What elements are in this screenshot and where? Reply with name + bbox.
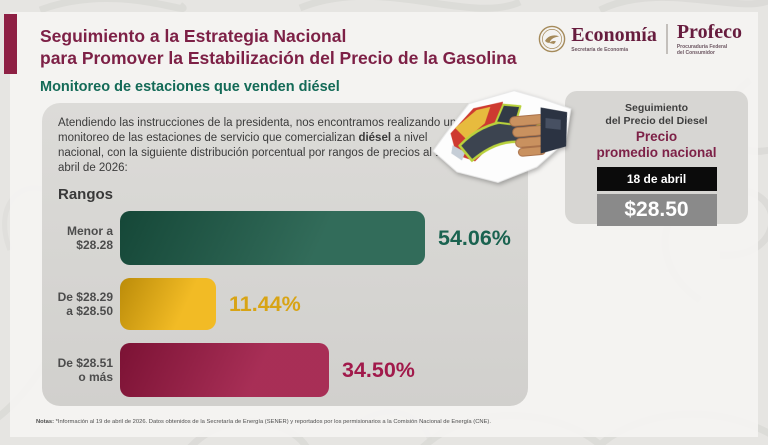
average-price-badge: $28.50 — [596, 194, 717, 226]
mexico-seal-icon — [538, 25, 566, 53]
price-sidebar: Seguimiento del Precio del Diesel Precio… — [565, 91, 748, 226]
page-title-line2: para Promover la Estabilización del Prec… — [40, 47, 517, 68]
profeco-wordmark: Profeco — [676, 21, 742, 43]
economia-logo: Economía Secretaría de Economía — [538, 25, 657, 53]
profeco-subtitle: Procuraduría Federal del Consumidor — [676, 44, 728, 56]
bar-label: Menor a $28.28 — [66, 224, 113, 252]
header-logos: Economía Secretaría de Economía Profeco … — [538, 22, 742, 56]
footnote: Notas: *Información al 19 de abril de 20… — [36, 419, 491, 425]
bar-row-2829-2850: De $28.29 a $28.50 11.44% — [42, 278, 528, 330]
sidebar-subheading: Precio promedio nacional — [596, 129, 717, 160]
profeco-logo: Profeco Procuraduría Federal del Consumi… — [677, 22, 742, 56]
logo-divider — [665, 24, 668, 54]
page-title-line1: Seguimiento a la Estrategia Nacional — [40, 26, 347, 46]
bar-chart: Menor a $28.28 54.06% De $28.29 a $28.50… — [42, 211, 528, 397]
intro-paragraph: Atendiendo las instrucciones de la presi… — [58, 117, 464, 174]
economia-wordmark: Economía — [571, 24, 657, 46]
bar-value: 54.06% — [438, 225, 511, 250]
bar-label: De $28.29 a $28.50 — [57, 290, 113, 318]
bar-row-menor-2828: Menor a $28.28 54.06% — [42, 211, 528, 265]
bar-yellow — [120, 278, 216, 330]
title-accent-bar — [4, 14, 17, 74]
bar-maroon — [120, 343, 329, 397]
bar-row-2851-omas: De $28.51 o más 34.50% — [42, 343, 528, 397]
date-badge: 18 de abril — [596, 167, 717, 191]
sidebar-heading: Seguimiento del Precio del Diesel — [605, 102, 708, 127]
fuel-nozzle-sticker — [432, 90, 572, 183]
bar-label: De $28.51 o más — [57, 356, 113, 384]
bar-green — [120, 211, 425, 265]
section-subtitle: Monitoreo de estaciones que venden diése… — [40, 79, 340, 95]
bar-value: 11.44% — [229, 291, 301, 316]
chart-title-rangos: Rangos — [58, 186, 114, 203]
bar-value: 34.50% — [342, 357, 415, 382]
intro-bold-diesel: diésel — [358, 132, 392, 144]
chart-panel: Atendiendo las instrucciones de la presi… — [42, 103, 528, 406]
economia-subtitle: Secretaría de Economía — [571, 47, 628, 53]
page-title: Seguimiento a la Estrategia Nacional par… — [40, 26, 517, 69]
